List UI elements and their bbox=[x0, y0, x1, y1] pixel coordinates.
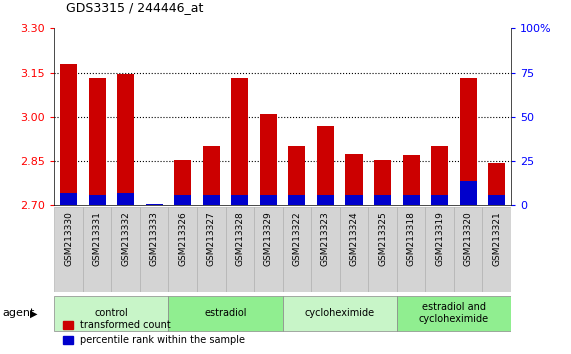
Bar bbox=[260, 195, 277, 205]
Bar bbox=[397, 207, 425, 292]
Bar bbox=[203, 195, 220, 205]
Text: control: control bbox=[94, 308, 128, 318]
Bar bbox=[431, 146, 448, 205]
Text: GSM213324: GSM213324 bbox=[349, 211, 359, 266]
Text: GSM213321: GSM213321 bbox=[492, 211, 501, 266]
Bar bbox=[403, 195, 420, 205]
Text: estradiol: estradiol bbox=[204, 308, 247, 318]
Bar bbox=[60, 193, 77, 205]
Text: GSM213333: GSM213333 bbox=[150, 211, 159, 266]
Text: agent: agent bbox=[3, 308, 35, 318]
Text: GSM213331: GSM213331 bbox=[93, 211, 102, 266]
Bar bbox=[174, 195, 191, 205]
Bar bbox=[317, 126, 334, 205]
Text: GSM213319: GSM213319 bbox=[435, 211, 444, 266]
Bar bbox=[368, 207, 397, 292]
Bar bbox=[117, 193, 134, 205]
Bar bbox=[254, 207, 283, 292]
Bar bbox=[203, 146, 220, 205]
Bar bbox=[454, 207, 482, 292]
Bar bbox=[288, 195, 305, 205]
Bar bbox=[260, 114, 277, 205]
Bar bbox=[340, 207, 368, 292]
Text: ▶: ▶ bbox=[30, 308, 37, 318]
Bar bbox=[317, 195, 334, 205]
Bar bbox=[168, 207, 197, 292]
Bar bbox=[488, 162, 505, 205]
Bar bbox=[374, 195, 391, 205]
Bar bbox=[231, 79, 248, 205]
Bar bbox=[168, 296, 283, 331]
Bar bbox=[117, 74, 134, 205]
Text: GSM213330: GSM213330 bbox=[64, 211, 73, 266]
Bar bbox=[431, 195, 448, 205]
Bar bbox=[197, 207, 226, 292]
Text: GSM213327: GSM213327 bbox=[207, 211, 216, 266]
Text: GSM213328: GSM213328 bbox=[235, 211, 244, 266]
Text: estradiol and
cycloheximide: estradiol and cycloheximide bbox=[419, 302, 489, 324]
Bar bbox=[374, 160, 391, 205]
Bar bbox=[54, 207, 83, 292]
Bar bbox=[226, 207, 254, 292]
Bar bbox=[89, 79, 106, 205]
Text: GSM213323: GSM213323 bbox=[321, 211, 330, 266]
Bar bbox=[111, 207, 140, 292]
Legend: transformed count, percentile rank within the sample: transformed count, percentile rank withi… bbox=[59, 316, 250, 349]
Text: GDS3315 / 244446_at: GDS3315 / 244446_at bbox=[66, 1, 203, 14]
Bar bbox=[174, 160, 191, 205]
Text: GSM213326: GSM213326 bbox=[178, 211, 187, 266]
Bar bbox=[403, 155, 420, 205]
Bar bbox=[83, 207, 111, 292]
Text: GSM213322: GSM213322 bbox=[292, 211, 301, 266]
Bar bbox=[425, 207, 454, 292]
Bar bbox=[283, 207, 311, 292]
Bar bbox=[345, 154, 363, 205]
Bar bbox=[146, 204, 163, 205]
Bar bbox=[54, 296, 168, 331]
Bar bbox=[460, 79, 477, 205]
Text: GSM213329: GSM213329 bbox=[264, 211, 273, 266]
Bar bbox=[488, 195, 505, 205]
Bar bbox=[283, 296, 397, 331]
Bar bbox=[288, 146, 305, 205]
Text: GSM213318: GSM213318 bbox=[407, 211, 416, 266]
Text: GSM213325: GSM213325 bbox=[378, 211, 387, 266]
Bar bbox=[345, 195, 363, 205]
Bar bbox=[89, 195, 106, 205]
Text: cycloheximide: cycloheximide bbox=[305, 308, 375, 318]
Bar bbox=[482, 207, 511, 292]
Bar bbox=[311, 207, 340, 292]
Bar bbox=[140, 207, 168, 292]
Text: GSM213320: GSM213320 bbox=[464, 211, 473, 266]
Bar bbox=[397, 296, 511, 331]
Bar bbox=[231, 195, 248, 205]
Bar bbox=[60, 64, 77, 205]
Bar bbox=[460, 181, 477, 205]
Text: GSM213332: GSM213332 bbox=[121, 211, 130, 266]
Bar bbox=[146, 204, 163, 205]
